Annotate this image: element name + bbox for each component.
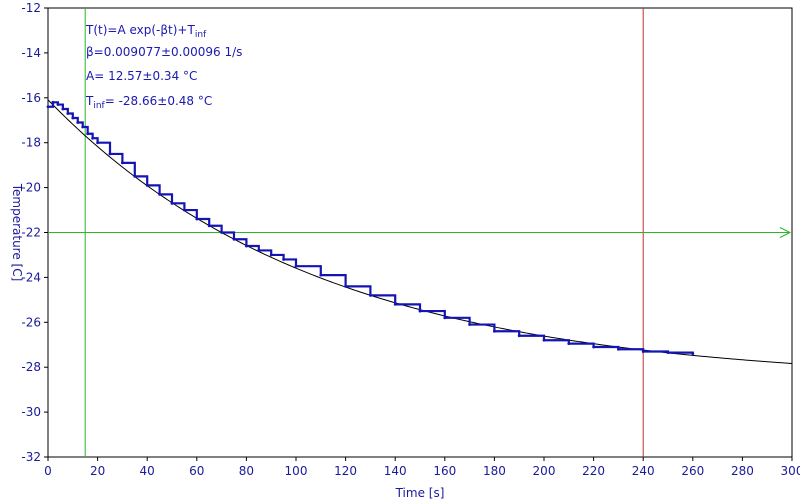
fit-tinf-prefix: T [85,94,94,108]
data-point [207,224,211,228]
data-point [133,174,137,178]
data-point [691,352,695,356]
data-point [51,100,55,104]
data-point [108,152,112,156]
data-point [71,116,75,120]
x-tick-label: 80 [239,464,254,478]
fit-formula-subscript: inf [195,30,207,40]
data-point [369,293,372,297]
x-tick-label: 60 [189,464,204,478]
data-point [617,347,620,351]
x-axis-title: Time [s] [395,486,445,500]
y-tick-label: -16 [21,91,41,105]
y-tick-label: -28 [21,360,41,374]
x-tick-label: 180 [483,464,506,478]
data-point [96,141,99,145]
y-axis-title: Temperature [C] [10,183,24,282]
data-point [76,121,80,124]
x-tick-label: 300 [781,464,800,478]
x-tick-label: 280 [731,464,754,478]
y-tick-label: -12 [21,1,41,15]
data-point [232,237,236,241]
data-point [443,316,447,320]
data-point [66,112,70,115]
axis-ticks [44,7,793,461]
data-point [81,125,85,129]
x-tick-label: 160 [433,464,456,478]
data-point [592,345,595,349]
data-point [282,258,285,261]
data-point [158,192,162,196]
data-point [86,132,90,136]
data-point [666,351,670,355]
data-point [344,284,347,288]
data-point [418,309,422,313]
x-tick-label: 120 [334,464,357,478]
x-tick-label: 200 [533,464,556,478]
x-tick-label: 140 [384,464,407,478]
data-point [145,183,149,187]
data-point [257,249,261,252]
x-tick-label: 20 [90,464,105,478]
x-tick-labels: 0 20 40 60 80 100 120 140 160 180 200 220 240 260 280 3… [44,464,800,478]
y-tick-label: -22 [21,226,41,240]
data-point [468,323,471,326]
x-tick-label: 40 [140,464,155,478]
data-point [91,136,95,140]
y-tick-label: -24 [21,270,41,284]
data-series [46,100,695,356]
fit-tinf: Tinf= -28.66±0.48 °C [85,94,212,111]
x-tick-label: 240 [632,464,655,478]
fit-tinf-subscript: inf [93,101,105,111]
x-tick-label: 100 [285,464,308,478]
x-tick-label: 0 [44,464,52,478]
fit-amplitude: A= 12.57±0.34 °C [86,69,197,83]
data-point [294,264,298,268]
y-tick-labels: -12 -14 -16 -18 -20 -22 -24 -26 -28 -30 -32 [21,1,41,464]
y-tick-label: -30 [21,405,41,419]
data-point [61,107,65,111]
data-point [542,338,546,342]
cursor-lines [48,8,792,457]
fit-tinf-value: = -28.66±0.48 °C [105,94,213,108]
data-point [56,103,60,106]
fit-beta: β=0.009077±0.00096 1/s [86,45,242,59]
data-point [46,105,50,109]
data-point [269,253,273,257]
data-point [493,329,496,333]
x-tick-label: 220 [582,464,605,478]
data-point [567,342,571,346]
y-tick-label: -32 [21,450,41,464]
data-point [641,350,645,353]
y-tick-label: -20 [21,181,41,195]
fit-formula-base: T(t)=A exp(-βt)+T [85,23,195,37]
data-point [170,201,174,205]
y-tick-label: -14 [21,46,41,60]
fit-formula: T(t)=A exp(-βt)+Tinf [85,23,207,40]
data-point [517,334,521,338]
data-point [195,217,199,221]
data-point [220,231,224,234]
data-point [183,208,186,212]
data-point [121,161,124,165]
data-point [319,273,323,277]
y-tick-label: -26 [21,315,41,329]
data-point [245,244,248,248]
y-tick-label: -18 [21,136,41,150]
data-point [393,302,397,306]
cursor-arrow-icon[interactable] [779,227,792,238]
x-tick-label: 260 [681,464,704,478]
